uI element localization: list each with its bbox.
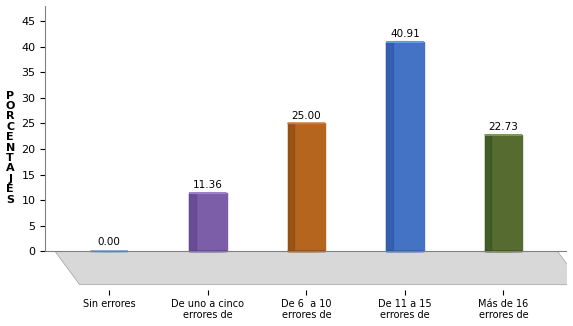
Ellipse shape: [386, 251, 423, 252]
Bar: [386, 42, 423, 251]
Ellipse shape: [485, 251, 522, 252]
Polygon shape: [55, 251, 573, 285]
Bar: [189, 193, 226, 251]
Bar: [386, 42, 393, 251]
Ellipse shape: [288, 123, 325, 124]
Text: 11.36: 11.36: [193, 180, 223, 190]
Text: 25.00: 25.00: [292, 111, 321, 121]
Bar: [485, 135, 522, 251]
Text: 0.00: 0.00: [98, 237, 121, 247]
Bar: [485, 135, 492, 251]
Ellipse shape: [189, 193, 226, 194]
Bar: [288, 123, 325, 251]
Ellipse shape: [189, 251, 226, 252]
Bar: [189, 193, 196, 251]
Text: 40.91: 40.91: [390, 29, 420, 39]
Y-axis label: P
O
R
C
E
N
T
A
J
E
S: P O R C E N T A J E S: [6, 91, 15, 205]
Ellipse shape: [288, 251, 325, 252]
Text: 22.73: 22.73: [488, 122, 519, 132]
Ellipse shape: [91, 251, 128, 252]
Bar: [288, 123, 295, 251]
